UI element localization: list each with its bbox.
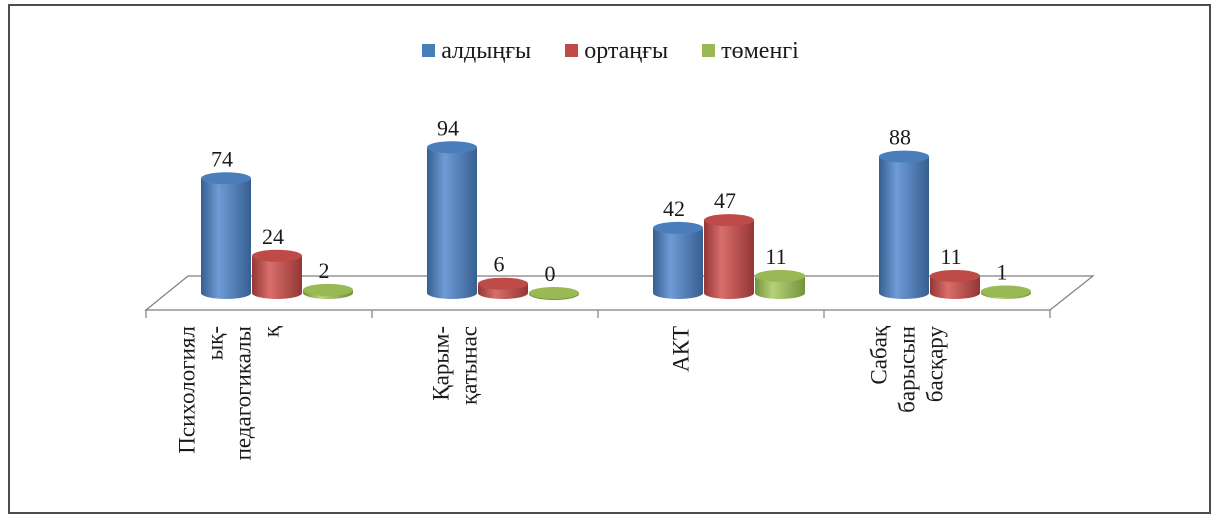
- legend-swatch-series-1: [422, 44, 436, 57]
- bar-top: [755, 269, 805, 282]
- data-label: 1: [997, 259, 1008, 284]
- legend-item-series-3: төменгі: [702, 38, 799, 65]
- bar-top: [303, 283, 353, 296]
- legend-swatch-series-2: [565, 44, 579, 57]
- category-label: барысын: [894, 326, 919, 413]
- bar-body: [201, 178, 251, 299]
- bar-body: [653, 227, 703, 299]
- bar-body: [252, 255, 302, 299]
- data-label: 11: [940, 244, 961, 269]
- data-label: 11: [765, 244, 786, 269]
- bar-body: [704, 220, 754, 299]
- legend-label-series-3: төменгі: [721, 38, 799, 64]
- legend-item-series-2: ортаңғы: [565, 38, 668, 65]
- legend-label-series-1: алдыңғы: [441, 38, 532, 64]
- bar-top: [252, 249, 302, 262]
- data-label: 0: [545, 261, 556, 286]
- category-label: қатынас: [456, 326, 481, 405]
- category-label: ық-: [202, 326, 227, 360]
- bar-top: [930, 269, 980, 282]
- bar-top: [981, 285, 1031, 298]
- data-label: 42: [663, 196, 685, 221]
- category-label: АКТ: [668, 326, 693, 372]
- bar-top: [704, 214, 754, 227]
- bar-top: [653, 221, 703, 234]
- bar-top: [478, 277, 528, 290]
- category-label: Сабақ: [866, 325, 891, 384]
- data-label: 94: [437, 115, 459, 140]
- legend-swatch-series-3: [702, 44, 716, 57]
- legend: алдыңғы ортаңғы төменгі: [0, 38, 1221, 65]
- bar-top: [427, 141, 477, 154]
- bar-body: [879, 156, 929, 299]
- data-label: 6: [494, 252, 505, 277]
- bar-top: [879, 150, 929, 163]
- legend-item-series-1: алдыңғы: [422, 38, 531, 65]
- data-label: 47: [714, 188, 736, 213]
- data-label: 88: [889, 125, 911, 150]
- category-label: Қарым-: [428, 326, 453, 401]
- data-label: 74: [211, 146, 233, 171]
- category-label: басқару: [922, 326, 947, 403]
- bar-body: [755, 275, 805, 299]
- legend-label-series-2: ортаңғы: [584, 38, 669, 64]
- category-label: педагогикалы: [230, 326, 255, 460]
- data-label: 24: [262, 224, 284, 249]
- bar-top: [529, 287, 579, 299]
- bar-top: [201, 172, 251, 185]
- bar-body: [427, 147, 477, 299]
- bar-body: [930, 275, 980, 299]
- category-label: Психологиял: [174, 326, 199, 454]
- category-label: қ: [258, 325, 283, 337]
- data-label: 2: [319, 258, 330, 283]
